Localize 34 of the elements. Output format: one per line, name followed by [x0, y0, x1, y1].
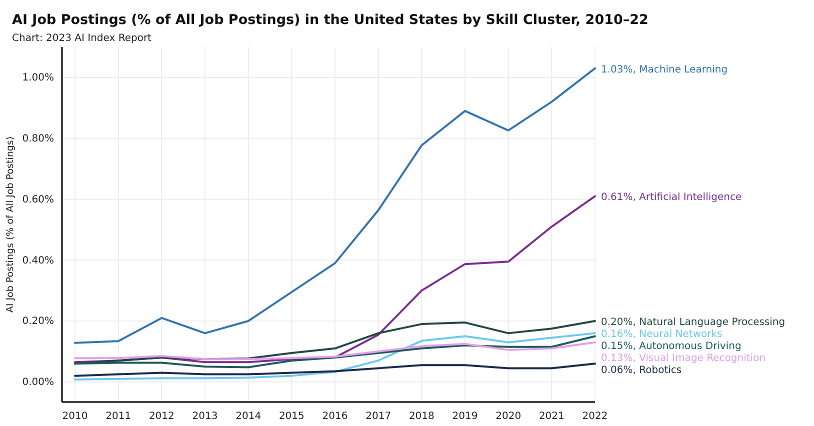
line-series — [74, 362, 596, 377]
series-label: 0.13%, Visual Image Recognition — [601, 353, 766, 364]
chart-subtitle: Chart: 2023 AI Index Report — [12, 33, 152, 44]
x-tick-label: 2017 — [366, 411, 392, 422]
x-tick-label: 2011 — [106, 411, 132, 422]
y-tick-label: 0.80% — [22, 134, 54, 145]
series-label: 0.06%, Robotics — [601, 365, 682, 376]
x-tick-label: 2021 — [538, 411, 564, 422]
x-tick-label: 2020 — [496, 411, 522, 422]
line-series — [74, 67, 596, 344]
x-tick-label: 2016 — [322, 411, 348, 422]
series-label: 0.20%, Natural Language Processing — [601, 317, 786, 328]
x-tick-label: 2018 — [408, 411, 434, 422]
x-tick-label: 2012 — [148, 411, 174, 422]
y-tick-label: 0.60% — [22, 194, 54, 206]
y-tick-label: 0.40% — [22, 255, 54, 266]
x-tick-label: 2014 — [236, 411, 262, 422]
y-tick-label: 1.00% — [22, 72, 54, 84]
x-tick-label: 2022 — [582, 411, 608, 422]
y-tick-label: 0.20% — [22, 316, 54, 328]
series-label: 1.03%, Machine Learning — [601, 64, 728, 76]
line-series — [74, 335, 596, 368]
series-label: 0.16%, Neural Networks — [601, 329, 722, 340]
x-tick-label: 2015 — [278, 411, 304, 422]
chart-title: AI Job Postings (% of All Job Postings) in the United States by Skill Cluster, 2010–22 — [12, 12, 648, 28]
line-series — [74, 332, 596, 380]
x-tick-label: 2019 — [452, 411, 478, 422]
y-axis-title: AI Job Postings (% of All Job Postings) — [5, 136, 16, 313]
x-tick-label: 2013 — [192, 411, 218, 422]
y-tick-label: 0.00% — [22, 377, 54, 388]
x-tick-label: 2010 — [62, 411, 88, 422]
series-label: 0.15%, Autonomous Driving — [601, 341, 742, 352]
line-series — [74, 341, 596, 360]
series-label: 0.61%, Artificial Intelligence — [601, 192, 742, 204]
